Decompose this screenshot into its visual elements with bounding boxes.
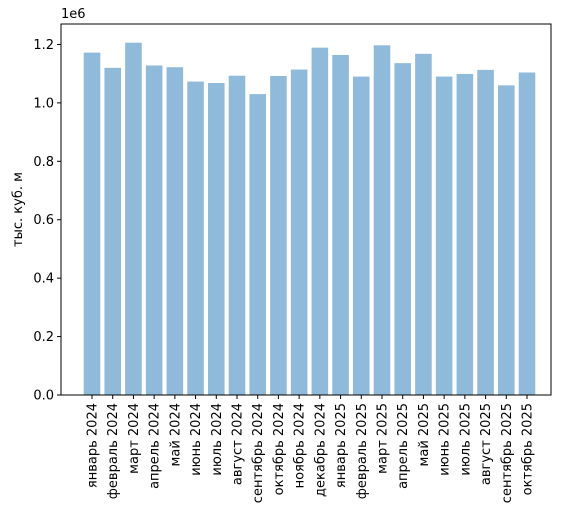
y-scale-label: 1e6	[61, 7, 86, 22]
bar	[228, 75, 246, 395]
bar	[270, 75, 287, 396]
x-tick-label: апрель 2024	[148, 403, 163, 489]
x-tick-label: октябрь 2024	[272, 403, 287, 495]
bar	[456, 73, 474, 395]
bar	[373, 45, 391, 395]
x-tick-label: декабрь 2024	[313, 403, 328, 497]
x-tick-label: январь 2025	[334, 403, 349, 488]
x-tick-label: февраль 2024	[106, 403, 121, 499]
bar	[477, 69, 494, 396]
bar	[498, 85, 515, 395]
bar	[435, 76, 453, 396]
bar	[353, 76, 370, 396]
x-tick-label: май 2025	[417, 403, 432, 466]
x-tick-label: сентябрь 2025	[500, 403, 515, 503]
x-tick-label: июнь 2025	[438, 403, 453, 476]
x-tick-label: ноябрь 2024	[293, 403, 308, 488]
x-tick-label: февраль 2025	[355, 403, 370, 499]
y-tick-label: 0.4	[33, 272, 54, 287]
bar	[83, 52, 101, 395]
x-tick-label: октябрь 2025	[521, 403, 536, 495]
bar	[249, 94, 266, 396]
y-axis-label: тыс. куб. м	[11, 172, 26, 247]
y-tick-label: 0.2	[33, 330, 54, 345]
x-tick-label: май 2024	[168, 403, 183, 466]
x-tick-label: июнь 2024	[189, 403, 204, 476]
x-tick-label: март 2024	[127, 403, 142, 474]
x-tick-label: июль 2025	[458, 403, 473, 476]
bar	[166, 67, 184, 395]
x-axis: январь 2024 февраль 2024 март 2024 апрель 2…	[86, 395, 536, 503]
y-tick-label: 1.2	[33, 38, 54, 53]
bar	[290, 69, 308, 395]
bar	[332, 54, 349, 395]
bar	[145, 65, 163, 396]
bar	[104, 67, 121, 395]
x-tick-label: январь 2024	[86, 403, 101, 488]
bar	[311, 47, 329, 396]
x-tick-label: март 2025	[376, 403, 391, 474]
bar	[394, 63, 411, 395]
x-tick-label: сентябрь 2024	[251, 403, 266, 503]
x-tick-label: июль 2024	[210, 403, 225, 476]
x-tick-label: август 2025	[479, 403, 494, 485]
bar	[518, 72, 536, 395]
plot-frame	[60, 23, 552, 396]
x-tick-label: апрель 2025	[396, 403, 411, 489]
bar	[415, 53, 432, 396]
y-tick-label: 0.8	[33, 155, 54, 170]
bar	[187, 81, 204, 395]
bars-group	[83, 42, 536, 396]
y-tick-label: 0.0	[33, 389, 54, 404]
bar	[125, 42, 142, 395]
y-axis: 0.0 0.2 0.4 0.6 0.8 1.0 1.2	[33, 38, 61, 404]
y-tick-label: 0.6	[33, 213, 54, 228]
y-tick-label: 1.0	[33, 96, 54, 111]
x-tick-label: август 2024	[231, 403, 246, 485]
bar	[208, 83, 225, 395]
